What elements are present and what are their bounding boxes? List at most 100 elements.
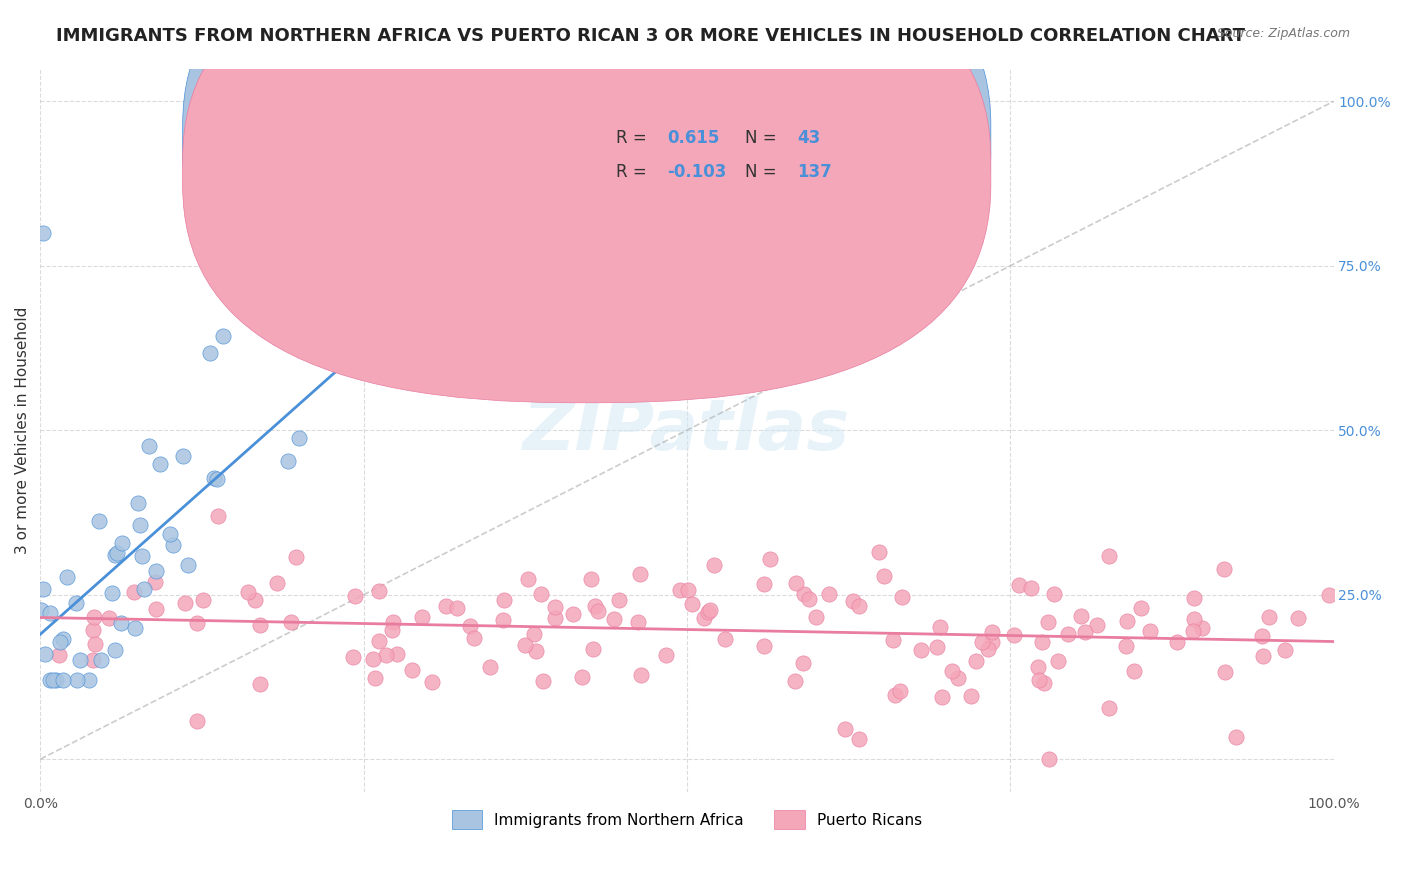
Point (82, 623, 104, 637)
Point (1036, 615, 1059, 629)
Point (411, 610, 433, 624)
Point (1098, 701, 1121, 715)
Point (1115, 639, 1137, 653)
Text: -0.103: -0.103 (668, 163, 727, 181)
Point (910, 642, 932, 657)
Point (873, 569, 896, 583)
FancyBboxPatch shape (544, 108, 932, 206)
Point (1286, 611, 1309, 625)
Legend: Immigrants from Northern Africa, Puerto Ricans: Immigrants from Northern Africa, Puerto … (446, 804, 928, 835)
Point (212, 328, 235, 343)
Point (446, 601, 468, 615)
Point (65, 596, 87, 610)
Point (676, 583, 699, 598)
Point (343, 589, 366, 603)
Point (1191, 621, 1213, 635)
Point (818, 587, 841, 601)
Point (785, 575, 807, 590)
Point (531, 674, 554, 689)
Point (243, 593, 266, 607)
Point (586, 604, 609, 618)
Point (793, 587, 815, 601)
Point (1257, 610, 1279, 624)
Point (186, 714, 208, 729)
Point (266, 575, 288, 590)
Point (1129, 601, 1152, 615)
Text: N =: N = (745, 163, 782, 181)
Point (1274, 643, 1296, 657)
Point (249, 618, 271, 632)
Text: IMMIGRANTS FROM NORTHERN AFRICA VS PUERTO RICAN 3 OR MORE VEHICLES IN HOUSEHOLD : IMMIGRANTS FROM NORTHERN AFRICA VS PUERT… (56, 27, 1246, 45)
Point (138, 439, 160, 453)
Point (420, 674, 443, 689)
Point (77, 673, 100, 688)
Point (97, 610, 120, 624)
Point (965, 654, 987, 668)
Point (280, 615, 302, 630)
Point (110, 615, 132, 630)
Point (145, 564, 167, 578)
Point (607, 592, 630, 607)
Point (848, 599, 870, 614)
Point (1026, 660, 1049, 674)
Point (145, 601, 167, 615)
Point (1182, 591, 1205, 606)
Point (1225, 730, 1247, 744)
Point (627, 615, 650, 629)
Point (364, 672, 387, 686)
Text: 43: 43 (797, 129, 820, 147)
Point (90, 653, 112, 667)
Point (1166, 635, 1188, 649)
Point (129, 517, 152, 532)
Point (186, 615, 208, 630)
Point (882, 632, 904, 647)
Point (544, 610, 567, 624)
Point (191, 593, 214, 607)
Point (285, 550, 308, 565)
Point (960, 689, 983, 703)
Point (669, 582, 692, 597)
Point (1038, 752, 1060, 766)
Point (681, 597, 703, 611)
Point (516, 572, 538, 586)
Point (381, 623, 404, 637)
Point (207, 472, 229, 486)
Point (970, 635, 993, 649)
Point (479, 659, 502, 673)
Point (83, 636, 105, 650)
Point (143, 574, 166, 589)
Point (797, 591, 820, 606)
Point (1116, 615, 1139, 629)
Text: 0.615: 0.615 (668, 129, 720, 147)
Point (654, 648, 676, 663)
Point (42, 673, 65, 688)
Point (128, 495, 150, 509)
Text: R =: R = (616, 163, 652, 181)
Point (346, 352, 368, 367)
Point (752, 639, 775, 653)
Point (401, 663, 423, 677)
Point (1002, 628, 1025, 642)
Point (628, 567, 651, 582)
Point (367, 634, 389, 648)
Point (868, 545, 890, 559)
Point (1182, 612, 1205, 626)
Point (1215, 665, 1237, 680)
Point (202, 471, 225, 485)
Point (104, 643, 127, 657)
Point (104, 549, 127, 563)
Point (52, 632, 75, 646)
Point (530, 587, 553, 601)
Point (162, 539, 184, 553)
Point (848, 731, 870, 746)
Point (513, 638, 536, 652)
Point (981, 624, 1004, 639)
Point (928, 620, 950, 634)
Point (703, 558, 725, 572)
Point (48, 648, 70, 662)
Point (1317, 588, 1340, 602)
Point (82, 653, 104, 667)
Point (124, 621, 146, 635)
Point (931, 690, 953, 704)
Point (630, 668, 652, 682)
